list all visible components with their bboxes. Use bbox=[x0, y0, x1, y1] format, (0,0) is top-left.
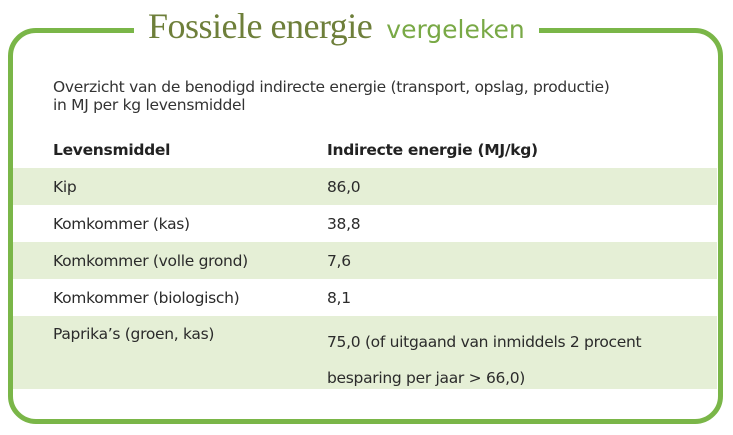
intro-line-1: Overzicht van de benodigd indirecte ener… bbox=[53, 78, 610, 96]
row-item: Komkommer (volle grond) bbox=[53, 251, 248, 270]
table-row: Paprika’s (groen, kas) 75,0 (of uitgaand… bbox=[13, 316, 717, 389]
header-item: Levensmiddel bbox=[53, 140, 171, 159]
table-row: Komkommer (kas) 38,8 bbox=[13, 205, 717, 242]
row-value: 75,0 (of uitgaand van inmiddels 2 procen… bbox=[327, 333, 642, 387]
row-item: Komkommer (biologisch) bbox=[53, 288, 240, 307]
row-value: 8,1 bbox=[327, 288, 351, 307]
box-title: Fossiele energie vergeleken bbox=[134, 4, 539, 55]
table-row: Komkommer (biologisch) 8,1 bbox=[13, 279, 717, 316]
row-item: Komkommer (kas) bbox=[53, 214, 190, 233]
table-row: Komkommer (volle grond) 7,6 bbox=[13, 242, 717, 279]
title-secondary: vergeleken bbox=[386, 15, 525, 44]
title-main: Fossiele energie bbox=[148, 6, 373, 46]
header-value: Indirecte energie (MJ/kg) bbox=[327, 140, 538, 159]
table-header: Levensmiddel Indirecte energie (MJ/kg) bbox=[13, 131, 717, 168]
row-value: 38,8 bbox=[327, 214, 361, 233]
row-item: Kip bbox=[53, 177, 77, 196]
intro-line-2: in MJ per kg levensmiddel bbox=[53, 96, 246, 114]
row-item: Paprika’s (groen, kas) bbox=[53, 325, 215, 343]
energy-table: Levensmiddel Indirecte energie (MJ/kg) K… bbox=[13, 131, 717, 389]
row-value: 7,6 bbox=[327, 251, 351, 270]
intro-text: Overzicht van de benodigd indirecte ener… bbox=[53, 78, 610, 114]
row-value: 86,0 bbox=[327, 177, 361, 196]
table-row: Kip 86,0 bbox=[13, 168, 717, 205]
